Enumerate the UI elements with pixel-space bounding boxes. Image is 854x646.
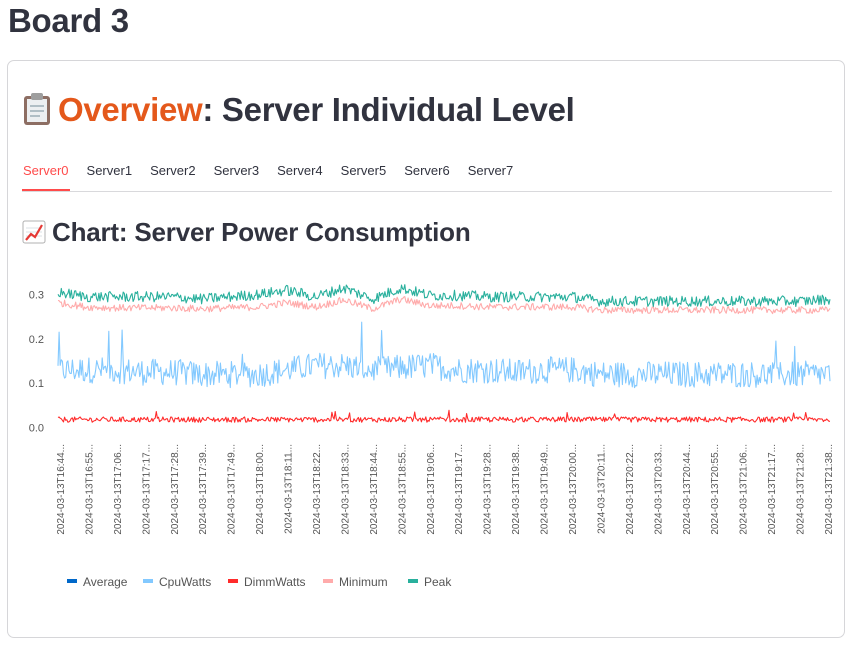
x-tick-label: 2024-03-13T17:39... xyxy=(198,444,209,535)
series-line-cpuwatts xyxy=(57,321,831,389)
legend-swatch xyxy=(323,579,333,583)
tab-server4[interactable]: Server4 xyxy=(277,163,323,178)
legend-item-dimmwatts: DimmWatts xyxy=(228,575,306,589)
x-tick-label: 2024-03-13T20:00... xyxy=(568,444,579,535)
series-line-minimum xyxy=(57,296,831,315)
x-tick-label: 2024-03-13T19:17... xyxy=(454,444,465,535)
tab-server1[interactable]: Server1 xyxy=(86,163,133,178)
x-tick-label: 2024-03-13T20:44... xyxy=(682,444,693,535)
legend-label: Minimum xyxy=(339,575,388,589)
x-tick-label: 2024-03-13T18:22... xyxy=(312,444,323,535)
legend-label: Peak xyxy=(424,575,452,589)
y-tick-label: 0.1 xyxy=(29,378,44,390)
x-tick-label: 2024-03-13T20:22... xyxy=(625,444,636,535)
y-tick-label: 0.2 xyxy=(29,334,44,346)
x-tick-label: 2024-03-13T21:17... xyxy=(767,444,778,535)
tab-server5[interactable]: Server5 xyxy=(340,163,387,178)
x-tick-label: 2024-03-13T20:11... xyxy=(596,444,607,534)
board-title: Board 3 xyxy=(8,2,129,39)
overview-highlight: Overview xyxy=(58,91,203,128)
series-line-dimmwatts xyxy=(57,409,831,423)
overview-title-rest: : Server Individual Level xyxy=(202,91,575,128)
legend-item-average: Average xyxy=(67,575,128,589)
x-tick-label: 2024-03-13T21:38... xyxy=(824,444,835,535)
x-tick-label: 2024-03-13T19:06... xyxy=(426,444,437,535)
chart-title-text: Chart: Server Power Consumption xyxy=(52,217,471,247)
x-tick-label: 2024-03-13T18:44... xyxy=(369,444,380,535)
page-title: Overview: Server Individual Level xyxy=(22,91,575,129)
x-tick-label: 2024-03-13T19:28... xyxy=(483,444,494,535)
tab-server7[interactable]: Server7 xyxy=(467,163,514,178)
legend-item-minimum: Minimum xyxy=(323,575,388,589)
legend-swatch xyxy=(408,579,418,583)
y-tick-label: 0.3 xyxy=(29,290,44,302)
x-tick-label: 2024-03-13T16:44... xyxy=(56,444,67,535)
y-tick-label: 0.0 xyxy=(29,423,44,435)
legend-label: CpuWatts xyxy=(159,575,211,589)
chart-increasing-icon xyxy=(22,220,46,244)
legend-swatch xyxy=(228,579,238,583)
x-tick-label: 2024-03-13T18:33... xyxy=(340,444,351,535)
dashboard-card: Overview: Server Individual Level Server… xyxy=(7,60,845,638)
tab-server3[interactable]: Server3 xyxy=(213,163,260,178)
x-tick-label: 2024-03-13T20:33... xyxy=(653,444,664,535)
tab-server2[interactable]: Server2 xyxy=(150,163,196,178)
legend-label: DimmWatts xyxy=(244,575,306,589)
x-tick-label: 2024-03-13T17:49... xyxy=(227,444,238,535)
series-line-peak xyxy=(57,284,831,308)
legend-item-peak: Peak xyxy=(408,575,452,589)
tab-server6[interactable]: Server6 xyxy=(404,163,450,178)
x-tick-label: 2024-03-13T21:06... xyxy=(739,444,750,535)
x-tick-label: 2024-03-13T18:55... xyxy=(397,444,408,535)
x-tick-label: 2024-03-13T19:49... xyxy=(540,444,551,535)
legend-swatch xyxy=(67,579,77,583)
server-tabs: Server0 Server1 Server2 Server3 Server4 … xyxy=(22,159,832,192)
x-tick-label: 2024-03-13T17:17... xyxy=(141,444,152,535)
x-tick-label: 2024-03-13T20:55... xyxy=(710,444,721,535)
x-tick-label: 2024-03-13T21:28... xyxy=(796,444,807,535)
legend-item-cpuwatts: CpuWatts xyxy=(143,575,211,589)
x-tick-label: 2024-03-13T17:06... xyxy=(113,444,124,535)
x-tick-label: 2024-03-13T16:55... xyxy=(84,444,95,535)
x-tick-label: 2024-03-13T18:00... xyxy=(255,444,266,535)
chart-title: Chart: Server Power Consumption xyxy=(22,217,471,248)
x-tick-label: 2024-03-13T17:28... xyxy=(170,444,181,535)
tab-server0[interactable]: Server0 xyxy=(22,159,70,191)
clipboard-icon xyxy=(24,93,50,125)
legend-label: Average xyxy=(83,575,128,589)
x-tick-label: 2024-03-13T18:11... xyxy=(284,444,295,534)
legend-swatch xyxy=(143,579,153,583)
x-tick-label: 2024-03-13T19:38... xyxy=(511,444,522,535)
